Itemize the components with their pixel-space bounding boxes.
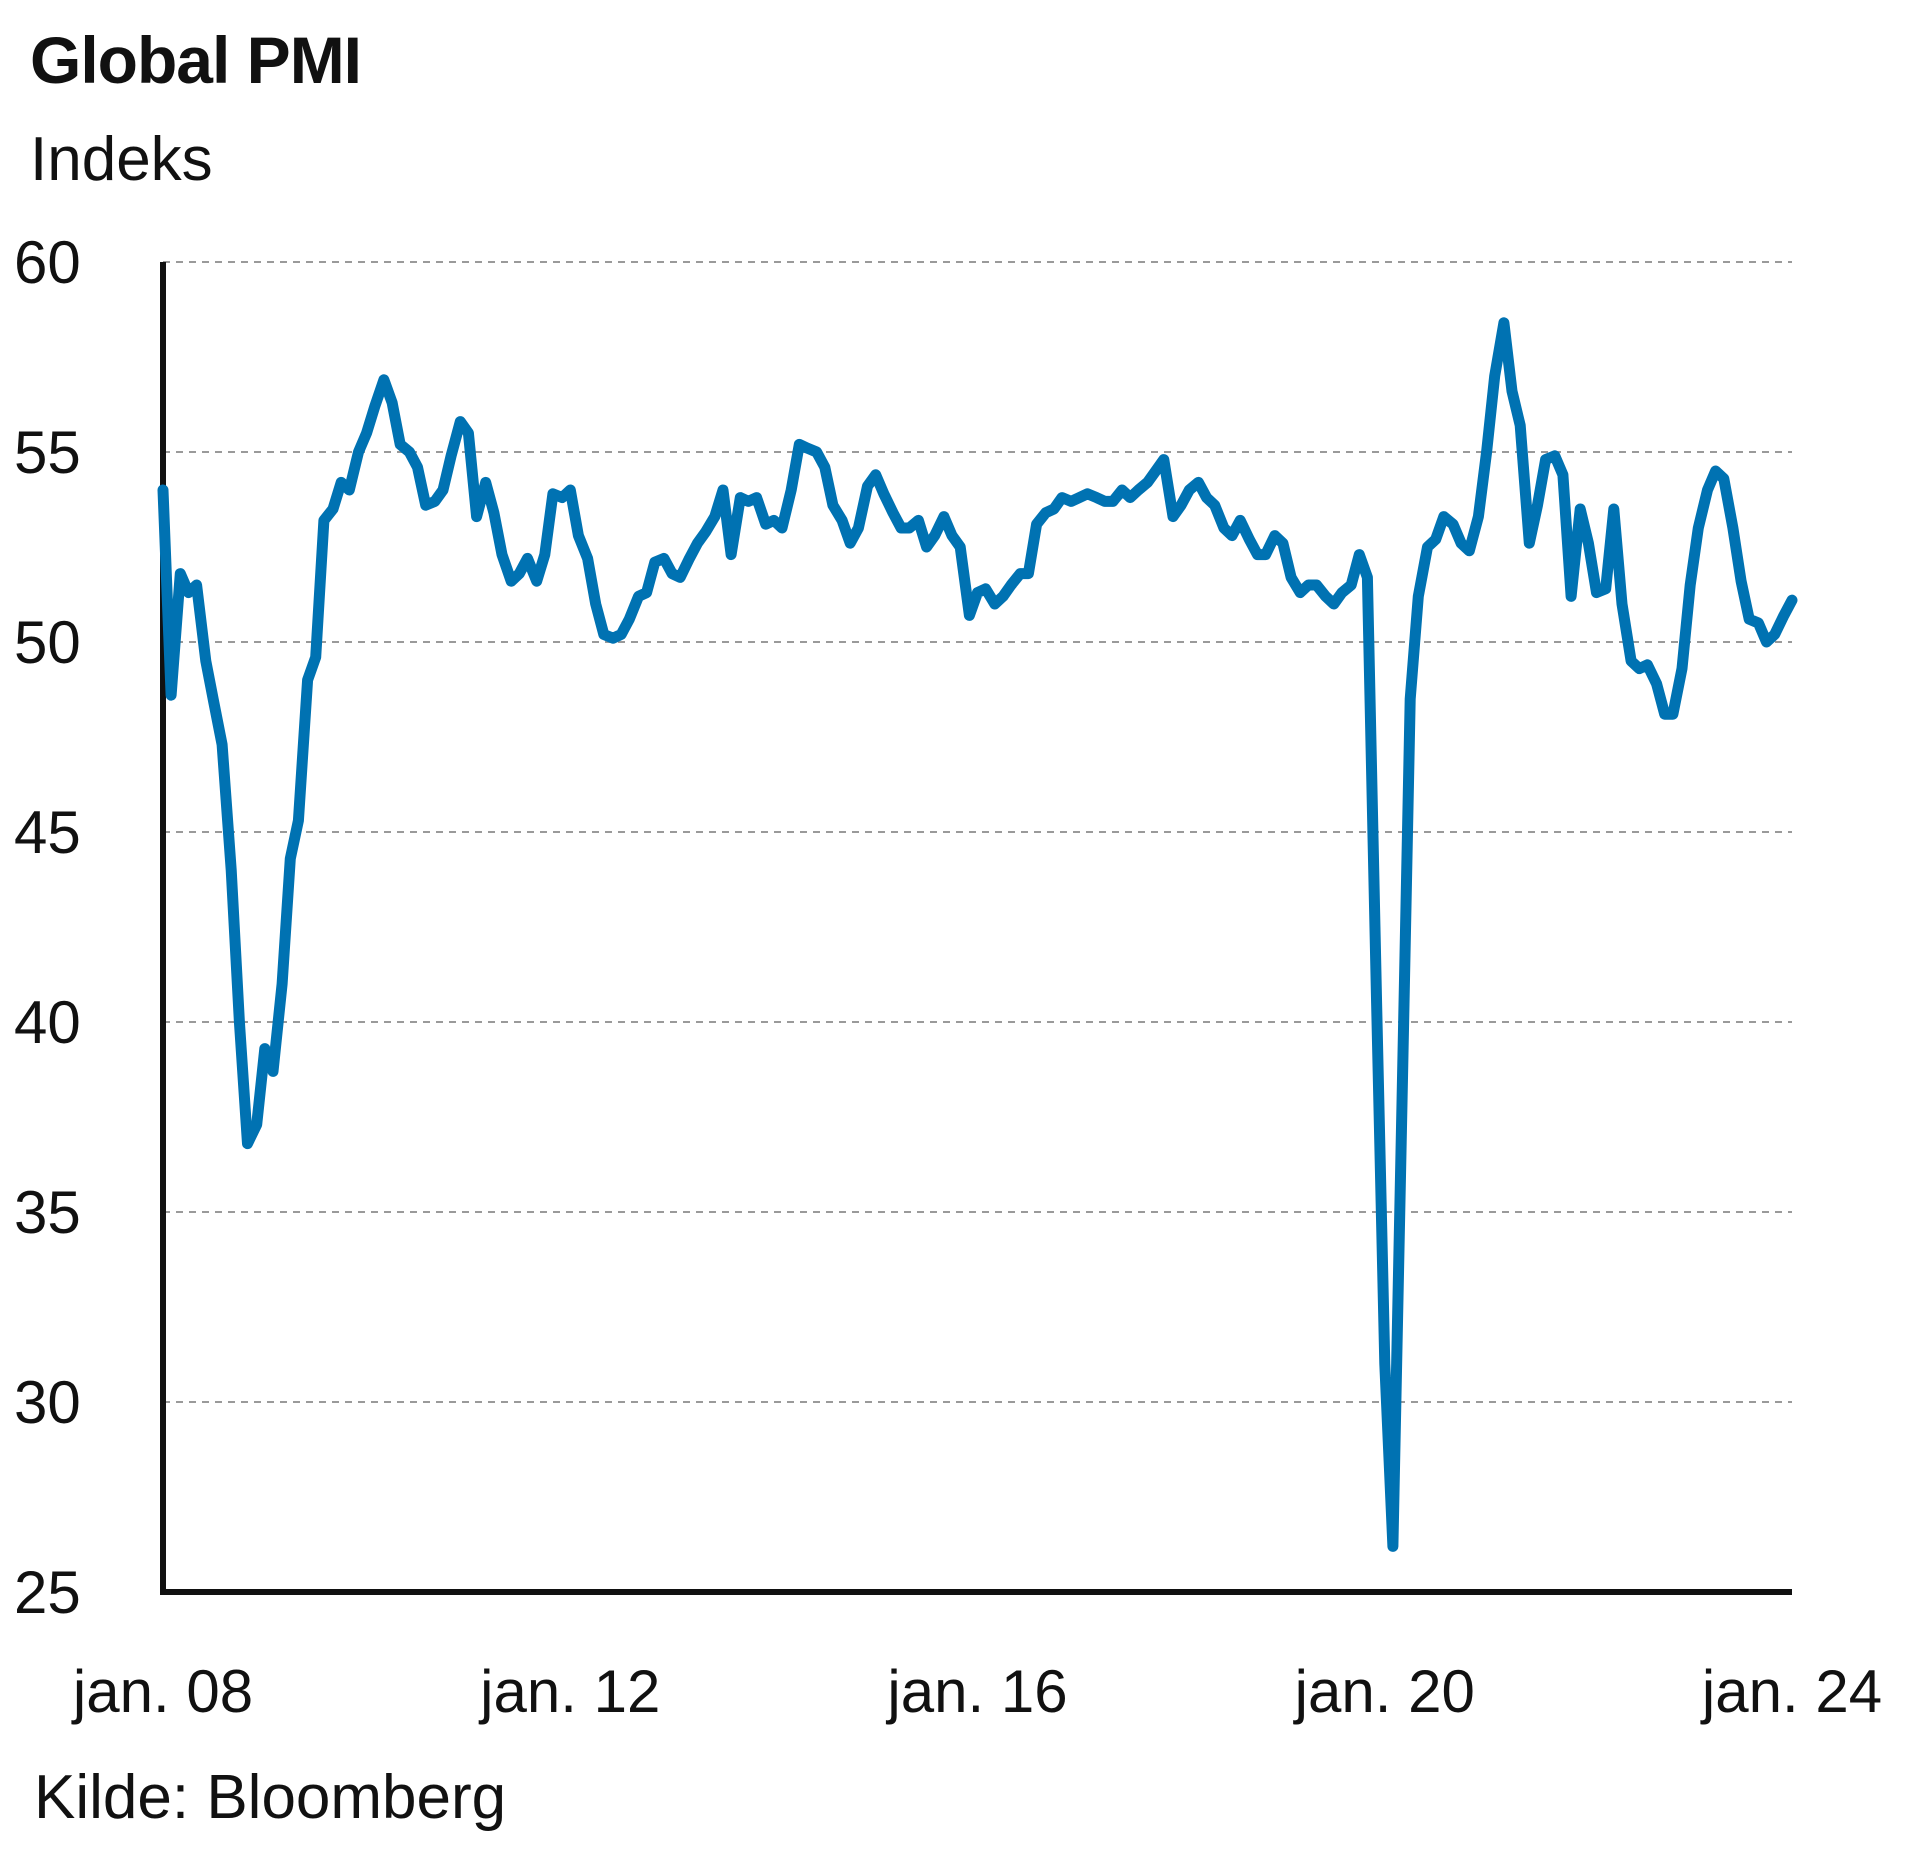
y-tick-label: 55 <box>14 419 81 486</box>
x-tick-label: jan. 24 <box>1700 1658 1882 1725</box>
chart-subtitle: Indeks <box>30 125 213 194</box>
x-tick-label: jan. 16 <box>885 1658 1067 1725</box>
y-tick-label: 35 <box>14 1179 81 1246</box>
y-tick-label: 25 <box>14 1559 81 1626</box>
axes <box>160 262 1792 1595</box>
y-tick-label: 45 <box>14 799 81 866</box>
x-tick-label: jan. 12 <box>478 1658 660 1725</box>
y-tick-label: 40 <box>14 989 81 1056</box>
x-tick-label: jan. 08 <box>71 1658 253 1725</box>
y-tick-label: 60 <box>14 229 81 296</box>
chart-title: Global PMI <box>30 23 362 97</box>
gridlines <box>163 261 1792 1403</box>
source-note: Kilde: Bloomberg <box>34 1763 507 1832</box>
x-tick-labels: jan. 08 jan. 12 jan. 16 jan. 20 jan. 24 <box>71 1658 1882 1725</box>
y-tick-label: 50 <box>14 609 81 676</box>
series-layer <box>157 317 1798 1552</box>
series-line-global-pmi <box>157 317 1798 1552</box>
y-tick-label: 30 <box>14 1369 81 1436</box>
y-tick-labels: 25 30 35 40 45 50 55 60 <box>14 229 81 1626</box>
x-tick-label: jan. 20 <box>1293 1658 1475 1725</box>
